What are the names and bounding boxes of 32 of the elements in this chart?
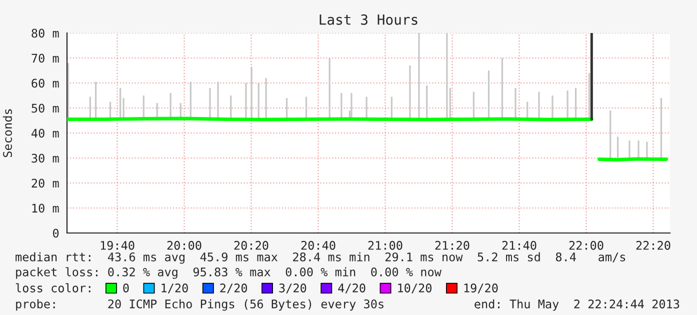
x-tick-label: 22:20 <box>636 240 670 250</box>
y-tick-label: 50 m <box>32 104 59 113</box>
legend-label: 19/20 <box>464 284 498 294</box>
x-tick-label: 20:00 <box>167 240 202 250</box>
y-tick-label: 70 m <box>32 54 59 63</box>
legend-label: 3/20 <box>279 284 306 294</box>
y-axis-title: Seconds <box>2 109 12 158</box>
x-tick-label: 21:20 <box>435 240 470 250</box>
x-tick-label: 19:40 <box>100 240 134 250</box>
y-tick-label: 20 m <box>32 178 59 188</box>
legend-label: 0 <box>123 284 129 292</box>
legend-label: 1/20 <box>162 284 188 294</box>
x-tick-label: 21:40 <box>502 240 536 250</box>
legend-title: loss color: <box>16 283 90 292</box>
chart-title: Last 3 Hours <box>320 14 418 25</box>
legend-label: 2/20 <box>220 284 248 294</box>
legend-label: 4/20 <box>338 284 366 294</box>
y-tick-label: 60 m <box>32 78 59 88</box>
x-tick-label: 20:20 <box>234 240 268 250</box>
text: probe: 20 ICMP Echo Pings (56 Bytes) every 30s <box>16 299 384 311</box>
y-tick-label: 30 m <box>32 154 59 163</box>
x-tick-label: 20:40 <box>301 240 336 250</box>
y-tick-label: 80 m <box>32 28 59 38</box>
y-tick-label: 0 <box>53 228 59 238</box>
text: packet loss: 0.32 % avg 95.83 % max 0.00 % min 0.00 % now <box>16 267 442 279</box>
y-tick-label: 40 m <box>32 128 59 138</box>
text: end: Thu May 2 22:24:44 2013 <box>474 299 680 311</box>
x-tick-label: 22:00 <box>569 240 604 250</box>
y-tick-label: 10 m <box>32 204 59 213</box>
legend-label: 10/20 <box>398 284 432 294</box>
x-tick-label: 21:00 <box>368 240 402 250</box>
text: median rtt: 43.6 ms avg 45.9 ms max 28.4 ms min 29.1 ms now 5.2 ms sd 8.4 am/s <box>16 252 626 264</box>
